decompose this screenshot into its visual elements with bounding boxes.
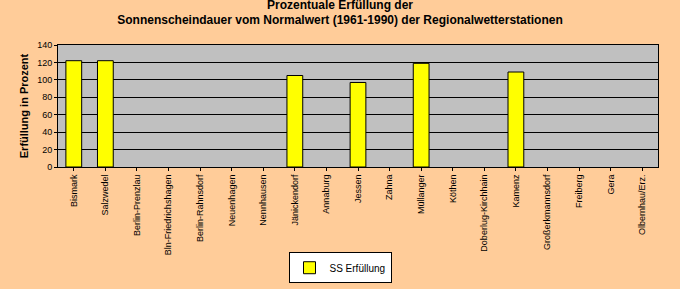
svg-text:SS Erfüllung: SS Erfüllung	[330, 263, 386, 274]
svg-text:Jänickendorf: Jänickendorf	[290, 174, 300, 226]
svg-text:120: 120	[37, 58, 52, 68]
svg-text:Berlin-Rahnsdorf: Berlin-Rahnsdorf	[195, 174, 205, 242]
svg-text:20: 20	[42, 145, 52, 155]
svg-text:Bln-Friedrichshagen: Bln-Friedrichshagen	[163, 175, 173, 256]
svg-text:Erfüllung in Prozent: Erfüllung in Prozent	[18, 53, 30, 158]
svg-text:Neuenhagen: Neuenhagen	[227, 175, 237, 227]
svg-text:40: 40	[42, 127, 52, 137]
svg-text:Freiberg: Freiberg	[574, 175, 584, 209]
svg-text:Olbernhau/Erz.: Olbernhau/Erz.	[637, 175, 647, 236]
svg-text:100: 100	[37, 75, 52, 85]
svg-text:Bismark: Bismark	[69, 174, 79, 207]
svg-text:Doberlug-Kirchhain: Doberlug-Kirchhain	[479, 175, 489, 252]
svg-text:Gera: Gera	[606, 175, 616, 195]
svg-text:Großerkmannsdorf: Großerkmannsdorf	[542, 174, 552, 250]
svg-text:Köthen: Köthen	[448, 175, 458, 204]
svg-text:Müllanger: Müllanger	[416, 175, 426, 215]
svg-text:80: 80	[42, 92, 52, 102]
svg-text:Zahna: Zahna	[385, 175, 395, 201]
svg-text:60: 60	[42, 110, 52, 120]
svg-text:140: 140	[37, 40, 52, 50]
svg-text:Prozentuale Erfüllung derSonne: Prozentuale Erfüllung derSonnenscheindau…	[117, 0, 562, 27]
svg-text:Annaburg: Annaburg	[321, 175, 331, 214]
svg-text:0: 0	[47, 162, 52, 172]
svg-text:Jessen: Jessen	[353, 175, 363, 204]
svg-text:Salzwedel: Salzwedel	[100, 175, 110, 216]
svg-text:Berlin-Prenzlau: Berlin-Prenzlau	[132, 175, 142, 237]
svg-text:Nennhausen: Nennhausen	[258, 175, 268, 226]
svg-text:Kamenz: Kamenz	[511, 174, 521, 208]
